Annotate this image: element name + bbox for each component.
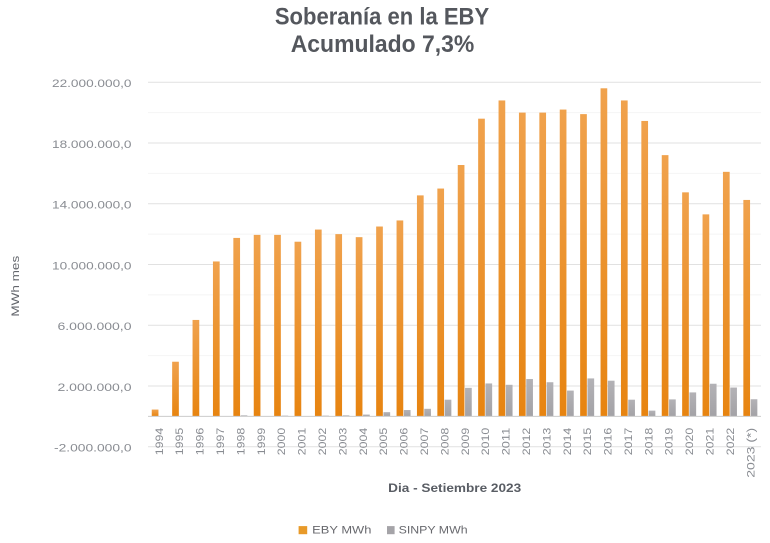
- svg-text:2014: 2014: [562, 428, 574, 456]
- svg-text:2006: 2006: [399, 428, 411, 456]
- svg-text:2000: 2000: [276, 428, 288, 456]
- svg-text:2015: 2015: [582, 428, 594, 456]
- svg-text:Soberanía en la EBY: Soberanía en la EBY: [275, 3, 489, 30]
- svg-text:2010: 2010: [480, 428, 492, 456]
- svg-text:2013: 2013: [541, 428, 553, 456]
- svg-text:2011: 2011: [501, 428, 513, 456]
- svg-text:2023 (*): 2023 (*): [745, 428, 757, 478]
- svg-text:2003: 2003: [337, 428, 349, 456]
- svg-text:10.000.000,0: 10.000.000,0: [52, 260, 132, 272]
- svg-text:1998: 1998: [235, 428, 247, 456]
- svg-text:-2.000.000,0: -2.000.000,0: [54, 443, 132, 455]
- svg-text:1996: 1996: [195, 428, 207, 456]
- svg-text:1999: 1999: [256, 428, 268, 456]
- svg-text:2007: 2007: [419, 428, 431, 456]
- svg-text:2002: 2002: [317, 428, 329, 456]
- svg-text:2016: 2016: [603, 428, 615, 456]
- svg-text:MWh mes: MWh mes: [10, 255, 22, 316]
- svg-text:2.000.000,0: 2.000.000,0: [58, 382, 132, 394]
- svg-text:2018: 2018: [643, 428, 655, 456]
- svg-text:1997: 1997: [215, 428, 227, 456]
- svg-text:2020: 2020: [684, 428, 696, 456]
- svg-text:Acumulado 7,3%: Acumulado 7,3%: [291, 31, 475, 58]
- svg-text:22.000.000,0: 22.000.000,0: [52, 78, 132, 90]
- svg-text:2008: 2008: [439, 428, 451, 456]
- svg-text:EBY MWh: EBY MWh: [312, 525, 371, 537]
- svg-text:2019: 2019: [664, 428, 676, 456]
- svg-text:1994: 1994: [154, 428, 166, 456]
- svg-text:2005: 2005: [378, 428, 390, 456]
- svg-text:SINPY MWh: SINPY MWh: [399, 525, 468, 537]
- svg-text:2001: 2001: [297, 428, 309, 456]
- svg-text:18.000.000,0: 18.000.000,0: [52, 139, 132, 151]
- svg-text:Dia - Setiembre 2023: Dia - Setiembre 2023: [388, 481, 521, 495]
- svg-text:2004: 2004: [358, 428, 370, 456]
- svg-text:2021: 2021: [705, 428, 717, 456]
- svg-text:2022: 2022: [725, 428, 737, 456]
- svg-text:14.000.000,0: 14.000.000,0: [52, 200, 132, 212]
- svg-text:1995: 1995: [174, 428, 186, 456]
- svg-text:2012: 2012: [521, 428, 533, 456]
- svg-text:2017: 2017: [623, 428, 635, 456]
- svg-text:6.000.000,0: 6.000.000,0: [58, 321, 132, 333]
- svg-text:2009: 2009: [460, 428, 472, 456]
